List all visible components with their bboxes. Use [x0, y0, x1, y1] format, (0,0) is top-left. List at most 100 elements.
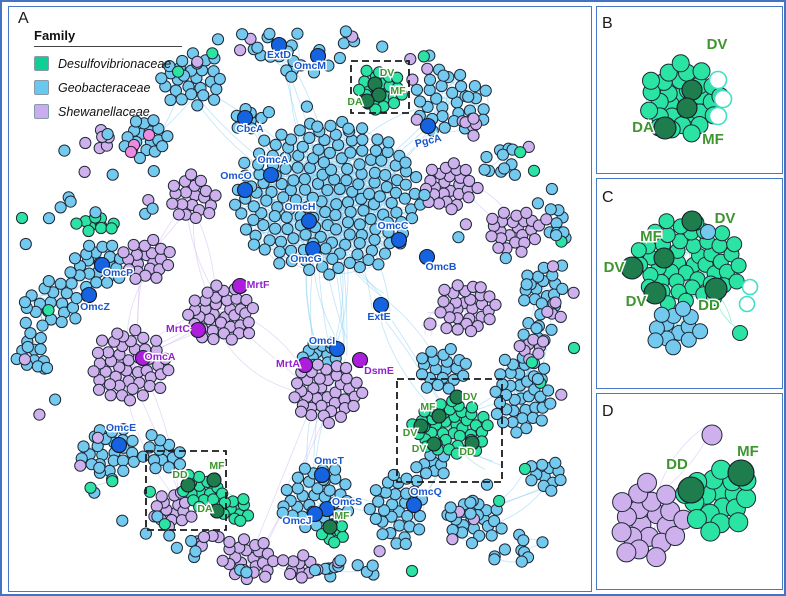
hub-node-omcg: [304, 240, 322, 258]
hub-label-mrta: MrtA: [276, 358, 300, 370]
hub-label-mf: MF: [209, 460, 225, 472]
hub-label-dv: DV: [380, 67, 395, 79]
panel-letter-a: A: [18, 10, 29, 27]
hub-node-mf: [371, 87, 387, 103]
hub-label-cbca: CbcA: [236, 123, 264, 135]
hub-node-exte: [372, 296, 390, 314]
hub-node-da: [359, 93, 375, 109]
inset-highlight-box: [145, 450, 227, 531]
hub-node-dv: [449, 389, 465, 405]
hub-node-cbca: [236, 109, 254, 127]
legend-swatch-shewanellaceae: [34, 104, 49, 119]
panel-a-box: [8, 6, 592, 592]
hub-label-mf: MF: [334, 510, 350, 522]
hub-label-da: DA: [347, 96, 363, 108]
hub-node-omca: [262, 166, 280, 184]
hub-node-omch: [300, 212, 318, 230]
hub-node-extd: [270, 36, 288, 54]
hub-label-dd: DD: [459, 446, 475, 458]
network-nodes: [10, 25, 759, 586]
hub-node-mf: [676, 97, 698, 119]
panel-letter-c: C: [602, 189, 614, 206]
hub-label-omcg: OmcG: [290, 253, 322, 265]
hub-node-dsme: [351, 351, 369, 369]
hub-label-omce: OmcE: [106, 422, 136, 434]
hub-label-omct: OmcT: [314, 455, 344, 467]
hub-node-dd: [464, 435, 480, 451]
hub-node-mrta: [296, 356, 314, 374]
hub-label-da: DA: [632, 119, 654, 136]
hub-label-extd: ExtD: [267, 49, 291, 61]
hub-label-mf: MF: [420, 401, 436, 413]
hub-node-mrtc: [189, 321, 207, 339]
hub-node-omcc: [390, 231, 408, 249]
inset-highlight-box: [396, 378, 503, 483]
legend-label-geobacteraceae: Geobacteraceae: [58, 80, 151, 95]
legend-item-geobacteraceae: Geobacteraceae: [34, 80, 182, 95]
hub-label-omci: OmcI: [309, 335, 335, 347]
panel-b-box: [596, 6, 783, 174]
hub-node-omci: [328, 340, 346, 358]
hub-label-omch: OmcH: [285, 201, 316, 213]
hub-node-mf: [322, 519, 338, 535]
panel-c-box: [596, 178, 783, 389]
hub-node-omcj: [306, 505, 324, 523]
hub-node-dv: [426, 436, 442, 452]
hub-label-mf: MF: [702, 131, 724, 148]
hub-label-mf: MF: [390, 85, 406, 97]
hub-label-omcj: OmcJ: [282, 515, 311, 527]
hub-node-dd: [180, 477, 196, 493]
hub-label-dd: DD: [698, 297, 720, 314]
hub-label-dv: DV: [626, 293, 647, 310]
legend-swatch-geobacteraceae: [34, 80, 49, 95]
hub-label-omcq: OmcQ: [410, 486, 442, 498]
hub-label-dv: DV: [707, 36, 728, 53]
hub-node-mf: [431, 408, 447, 424]
hub-label-omca: OmcA: [258, 154, 289, 166]
hub-node-omca: [134, 349, 152, 367]
inset-highlight-boxes: [145, 60, 503, 531]
legend-swatch-desulfovibrionaceae: [34, 56, 49, 71]
legend-item-shewanellaceae: Shewanellaceae: [34, 104, 182, 119]
hub-label-dd: DD: [666, 456, 688, 473]
hub-node-dv: [681, 79, 703, 101]
legend-label-desulfovibrionaceae: Desulfovibrionaceae: [58, 56, 172, 71]
hub-label-mf: MF: [640, 228, 662, 245]
hub-label-omcc: OmcC: [378, 220, 409, 232]
hub-node-omcq: [405, 496, 423, 514]
hub-label-dv: DV: [403, 427, 418, 439]
hub-node-omce: [110, 436, 128, 454]
hub-node-mrtf: [231, 277, 249, 295]
hub-node-omct: [313, 466, 331, 484]
hub-label-dv: DV: [463, 391, 478, 403]
panel-letter-d: D: [602, 403, 614, 420]
hub-node-da: [209, 503, 225, 519]
legend-item-desulfovibrionaceae: Desulfovibrionaceae: [34, 56, 182, 71]
hub-label-dv: DV: [604, 259, 625, 276]
hub-node-mf: [727, 459, 755, 487]
hub-node-dd: [704, 277, 728, 301]
hub-label-mf: MF: [737, 443, 759, 460]
hub-label-omco: OmcO: [220, 170, 252, 182]
panel-letter-b: B: [602, 15, 613, 32]
hub-node-omcm: [309, 47, 327, 65]
hub-label-mrtc: MrtC: [166, 323, 190, 335]
hub-label-pgca: PgcA: [414, 132, 443, 150]
hub-label-omcs: OmcS: [332, 496, 362, 508]
hub-label-dsme: DsmE: [364, 365, 394, 377]
hub-node-mf: [653, 247, 675, 269]
hub-label-exte: ExtE: [367, 311, 390, 323]
hub-label-mrtf: MrtF: [247, 279, 270, 291]
hub-label-dv: DV: [715, 210, 736, 227]
hub-node-da: [653, 116, 677, 140]
hub-node-omcp: [93, 256, 111, 274]
hub-label-omcm: OmcM: [294, 60, 326, 72]
family-legend: Family Desulfovibrionaceae Geobacteracea…: [34, 28, 182, 119]
hub-label-omcb: OmcB: [426, 261, 457, 273]
hub-label-omca: OmcA: [145, 351, 176, 363]
hub-node-dv: [643, 281, 667, 305]
hub-node-dd: [677, 476, 705, 504]
